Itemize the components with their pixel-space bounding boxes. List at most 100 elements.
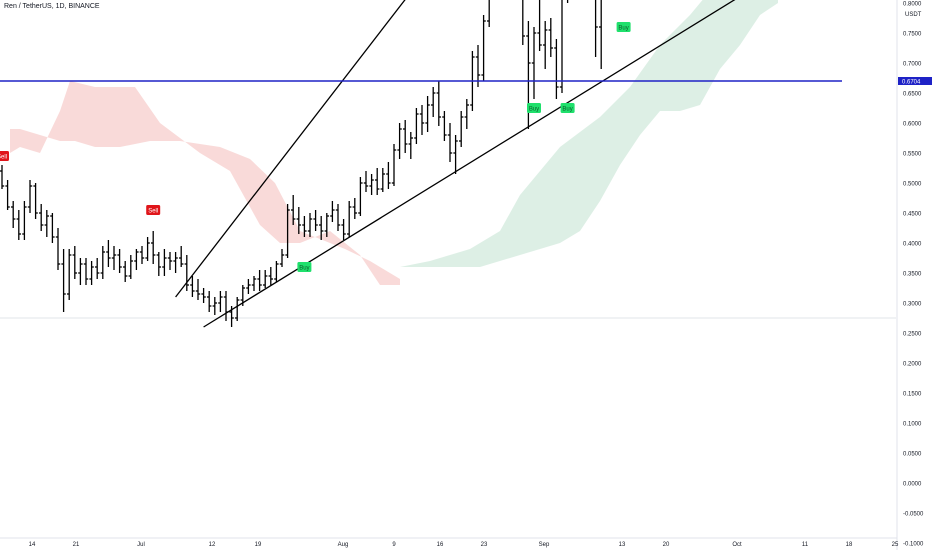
candle — [39, 204, 44, 231]
time-tick-label: 14 — [29, 542, 36, 548]
price-tick-label: 0.1000 — [903, 422, 922, 428]
candle — [33, 183, 38, 219]
candle — [16, 210, 21, 240]
candle — [279, 249, 285, 267]
signal-badge — [0, 151, 9, 161]
candle — [537, 0, 542, 51]
price-tick-label: 0.7000 — [903, 62, 922, 68]
candle — [380, 168, 385, 192]
candles — [0, 0, 602, 327]
candle — [414, 108, 419, 144]
candle — [173, 252, 178, 273]
candle — [257, 270, 262, 291]
candle — [548, 18, 553, 57]
candle — [313, 210, 318, 231]
candle — [330, 201, 335, 222]
candle — [487, 0, 490, 27]
candle — [459, 111, 464, 147]
price-axis-background — [897, 0, 932, 550]
price-tick-label: 0.8000 — [903, 2, 922, 8]
candle — [431, 87, 436, 117]
sell-signal-label: Sell — [146, 205, 161, 215]
signal-text: Sell — [0, 155, 7, 161]
candle — [296, 207, 301, 234]
candle — [156, 252, 161, 276]
signal-badge — [297, 262, 312, 272]
price-axis: 0.8000 0.7500 0.7000 0.6500 0.6000 0.5500 0.50… — [896, 0, 932, 550]
time-tick-label: Aug — [338, 542, 349, 548]
ichimoku-cloud — [10, 0, 778, 285]
price-tick-label: 0.5000 — [903, 182, 922, 188]
currency-label: USDT — [905, 12, 922, 18]
candle — [106, 240, 111, 267]
buy-signal-label: Buy — [297, 262, 312, 272]
candle — [531, 27, 537, 99]
trend-line[interactable] — [203, 0, 837, 328]
candle — [11, 201, 16, 228]
time-tick-label: 13 — [619, 542, 626, 548]
chart-symbol-header: Ren / TetherUS, 1D, BINANCE — [4, 3, 100, 10]
candle — [475, 45, 481, 87]
price-tick-label: 0.0000 — [903, 482, 922, 488]
price-tick-label: 0.2000 — [903, 362, 922, 368]
candle — [151, 231, 156, 264]
time-tick-label: Sep — [539, 542, 550, 548]
trend-line[interactable] — [175, 0, 658, 298]
candle — [335, 204, 341, 231]
candle — [285, 204, 290, 258]
candle — [386, 162, 391, 189]
price-tick-label: 0.6500 — [903, 92, 922, 98]
candle — [22, 201, 27, 240]
candle — [559, 0, 563, 93]
price-tick-label: 0.0500 — [903, 452, 922, 458]
price-tick-label: 0.4500 — [903, 212, 922, 218]
price-tick-label: -0.1000 — [903, 542, 924, 548]
time-tick-label: 19 — [255, 542, 262, 548]
signal-text: Sell — [148, 209, 158, 215]
signal-text: Buy — [618, 26, 628, 32]
time-tick-label: 21 — [73, 542, 80, 548]
candle — [162, 249, 167, 276]
bearish-cloud — [10, 81, 400, 285]
candle — [184, 255, 189, 291]
candle — [419, 105, 425, 135]
candle — [599, 0, 602, 69]
candle — [375, 168, 380, 195]
candle — [145, 237, 150, 261]
candle — [61, 249, 66, 312]
signal-badge — [616, 22, 631, 32]
time-tick-label: 12 — [209, 542, 216, 548]
candle — [50, 213, 55, 243]
time-tick-label: 23 — [481, 542, 488, 548]
candle — [117, 249, 122, 273]
price-tick-label: 0.5500 — [903, 152, 922, 158]
candle — [139, 246, 145, 264]
buy-signal-label: Buy — [616, 22, 631, 32]
candle — [453, 135, 458, 174]
candle — [44, 210, 49, 237]
price-tick-label: 0.7500 — [903, 32, 922, 38]
candle — [566, 0, 569, 3]
signal-text: Buy — [299, 266, 309, 272]
price-tick-label: 0.2500 — [903, 332, 922, 338]
candle — [55, 228, 61, 270]
candle — [447, 123, 453, 162]
candle — [397, 123, 402, 159]
candle — [212, 297, 217, 315]
time-tick-label: 16 — [437, 542, 444, 548]
time-tick-label: 25 — [892, 542, 899, 548]
time-tick-label: 20 — [663, 542, 670, 548]
candle — [464, 99, 469, 129]
candle — [128, 255, 133, 279]
time-tick-label: 11 — [802, 542, 809, 548]
candle — [347, 201, 352, 237]
price-tick-label: -0.0500 — [903, 512, 924, 518]
candle — [27, 180, 33, 213]
candle — [341, 219, 346, 240]
candle — [594, 0, 598, 57]
signal-badge — [560, 103, 575, 113]
candle — [425, 96, 430, 132]
buy-signal-label: Buy — [560, 103, 575, 113]
candle — [89, 261, 94, 285]
